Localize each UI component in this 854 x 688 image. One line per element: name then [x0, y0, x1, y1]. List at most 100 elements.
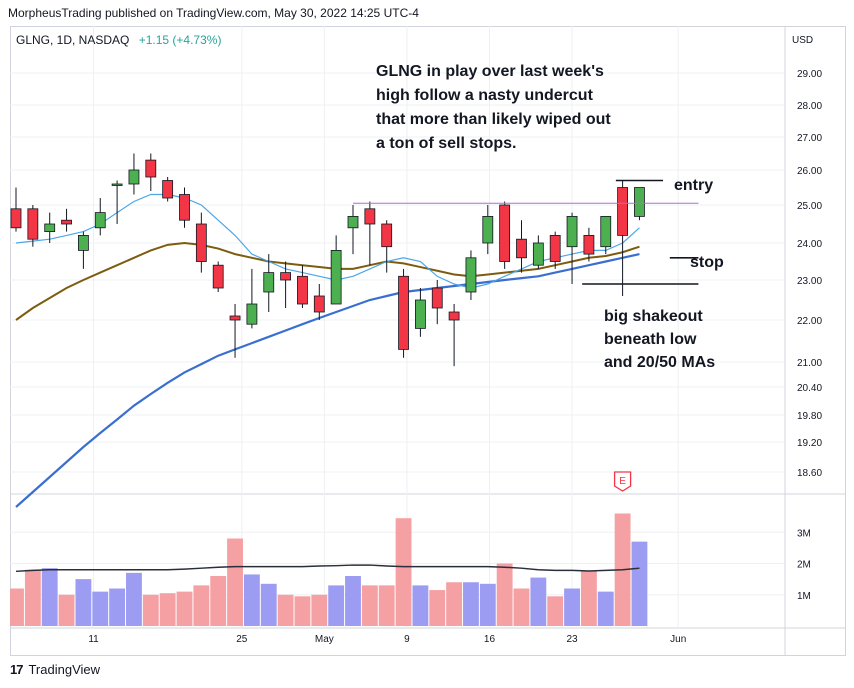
volume-tick-label: 3M	[797, 528, 811, 539]
volume-bar	[547, 596, 564, 626]
candle-body	[398, 275, 409, 350]
candle-body	[246, 303, 258, 325]
price-tick-label: 26.00	[797, 166, 822, 177]
price-tick-label: 25.00	[797, 201, 822, 212]
footer-brand: TradingView	[28, 662, 101, 677]
time-tick-label: 25	[236, 634, 248, 645]
volume-bar	[631, 541, 648, 626]
candle-body	[431, 287, 443, 309]
volume-bar	[597, 591, 614, 626]
candle-body	[364, 208, 376, 225]
volume-bar	[41, 568, 58, 626]
candle-body	[448, 311, 460, 321]
volume-bar	[159, 593, 176, 626]
candle-body	[381, 223, 393, 248]
price-tick-label: 27.00	[797, 133, 822, 144]
volume-pane	[8, 513, 648, 626]
annotation-main: that more than likely wiped out	[376, 111, 611, 128]
annotation-shakeout: and 20/50 MAs	[604, 354, 715, 371]
candle-body	[347, 215, 359, 229]
volume-bar	[294, 596, 311, 626]
annotation-shakeout: big shakeout	[604, 308, 703, 325]
volume-bar	[24, 569, 41, 626]
volume-bar	[412, 585, 429, 626]
volume-bar	[513, 588, 530, 626]
candle-body	[27, 208, 39, 240]
candle-body	[330, 249, 342, 305]
time-tick-label: May	[315, 634, 334, 645]
volume-bar	[429, 590, 446, 626]
volume-bar	[142, 594, 159, 626]
time-tick-label: 11	[88, 634, 99, 645]
volume-bar	[227, 538, 243, 626]
publish-header: MorpheusTrading published on TradingView…	[8, 6, 419, 20]
volume-bar	[109, 588, 126, 626]
volume-bar	[58, 594, 75, 626]
price-tick-label: 21.00	[797, 358, 822, 369]
symbol-legend[interactable]: GLNG, 1D, NASDAQ +1.15 (+4.73%)	[16, 33, 221, 47]
volume-bar	[92, 591, 109, 626]
volume-bar	[463, 582, 479, 626]
candle-body	[280, 272, 292, 281]
price-tick-label: 29.00	[797, 69, 822, 80]
volume-bar	[311, 594, 328, 626]
currency-label: USD	[792, 35, 813, 46]
candle-body	[634, 187, 645, 217]
candle-body	[10, 208, 22, 229]
candle-body	[465, 257, 477, 293]
candle-body	[128, 169, 140, 185]
annotation-entry: entry	[674, 177, 713, 194]
volume-bar	[345, 576, 361, 626]
price-tick-label: 24.00	[797, 239, 822, 250]
candle-body	[212, 264, 224, 289]
price-tick-label: 18.60	[797, 468, 822, 479]
volume-bar	[328, 585, 345, 626]
volume-bar	[479, 583, 496, 626]
volume-bar	[564, 588, 580, 626]
candle-body	[229, 315, 241, 321]
volume-bar	[378, 585, 395, 626]
candle-body	[482, 215, 494, 244]
candle-body	[297, 275, 308, 305]
volume-bar	[260, 583, 277, 626]
annotations: GLNG in play over last week's high follow…	[353, 63, 724, 492]
candle-body	[617, 187, 628, 236]
candle-body	[145, 159, 157, 178]
price-tick-label: 19.80	[797, 411, 822, 422]
candle-body	[44, 223, 56, 232]
candle-body	[195, 223, 207, 262]
price-tick-label: 28.00	[797, 101, 822, 112]
volume-bar	[361, 585, 378, 626]
volume-bar	[395, 518, 412, 626]
candle-body	[61, 219, 72, 225]
candle-body	[499, 204, 511, 262]
price-tick-label: 23.00	[797, 276, 822, 287]
price-tick-label: 19.20	[797, 438, 822, 449]
volume-bar	[193, 585, 210, 626]
volume-bar	[126, 572, 142, 626]
volume-bar	[8, 588, 24, 626]
candle-body	[600, 215, 612, 248]
candle-body	[549, 234, 561, 262]
volume-bar	[530, 577, 547, 626]
price-chart[interactable]: GLNG in play over last week's high follow…	[8, 26, 846, 656]
chart-frame: GLNG in play over last week's high follow…	[8, 26, 846, 656]
earnings-marker-icon[interactable]	[613, 471, 632, 492]
candle-body	[566, 215, 578, 248]
volume-bar	[446, 582, 463, 626]
tradingview-logo-icon: 17	[10, 662, 24, 677]
candle-body	[179, 194, 190, 221]
footer: 17 TradingView	[10, 662, 100, 677]
candle-body	[111, 183, 123, 186]
price-tick-label: 22.00	[797, 316, 822, 327]
change-label: +1.15 (+4.73%)	[139, 33, 222, 47]
annotation-main: high follow a nasty undercut	[376, 87, 594, 104]
candle-body	[78, 234, 89, 251]
annotation-main: a ton of sell stops.	[376, 135, 516, 152]
candles	[10, 153, 645, 367]
earnings-marker-label: E	[619, 476, 626, 487]
time-tick-label: 9	[404, 634, 410, 645]
candle-body	[313, 295, 325, 313]
candle-body	[94, 212, 106, 229]
ma-slow-line	[15, 253, 640, 508]
